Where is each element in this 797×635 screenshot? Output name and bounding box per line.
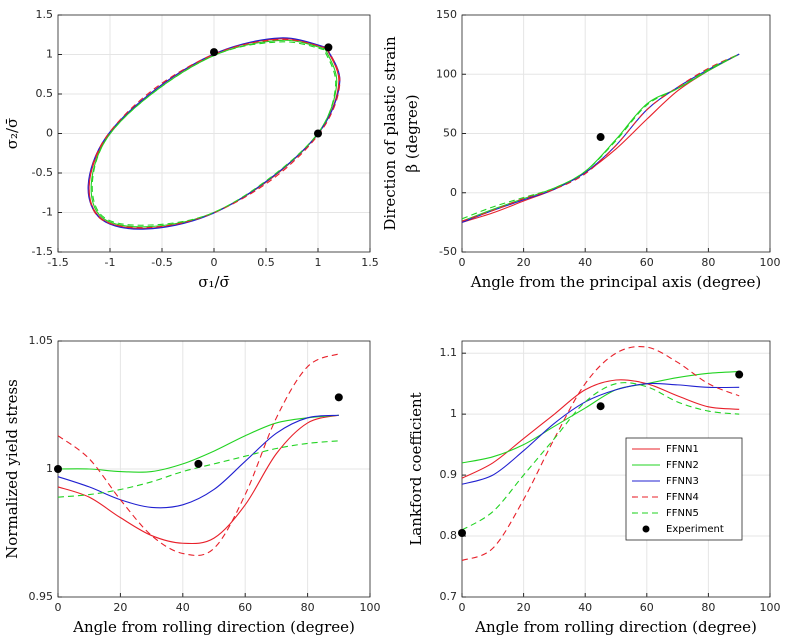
y-tick-label: 1.5	[36, 8, 54, 21]
y-tick-label: 1	[46, 48, 53, 61]
x-tick-label: 100	[360, 601, 381, 614]
legend-label: FFNN3	[666, 476, 699, 487]
x-tick-label: 0.5	[257, 256, 275, 269]
axes-box	[461, 14, 771, 253]
y-tick-label: 0	[46, 127, 53, 140]
y-tick-label: 0.8	[440, 529, 458, 542]
data-point	[314, 129, 322, 138]
x-tick-label: 60	[640, 256, 654, 269]
x-tick-label: 100	[760, 601, 781, 614]
x-axis-label: Angle from rolling direction (degree)	[474, 618, 757, 635]
x-tick-label: -1.5	[47, 256, 68, 269]
y-tick-label: 0.95	[29, 590, 54, 603]
legend-label: Experiment	[666, 524, 724, 535]
x-tick-label: 0	[459, 601, 466, 614]
x-tick-label: 40	[578, 601, 592, 614]
data-point	[596, 402, 605, 411]
x-tick-label: 100	[760, 256, 781, 269]
data-point	[596, 133, 605, 142]
x-tick-label: 0	[55, 601, 62, 614]
x-tick-label: 80	[701, 256, 715, 269]
x-tick-label: 60	[238, 601, 252, 614]
x-tick-label: -1	[105, 256, 116, 269]
x-tick-label: 20	[517, 256, 531, 269]
y-tick-label: -50	[439, 245, 457, 258]
y-tick-label: 1	[450, 407, 457, 420]
y-axis-label: β (degree)	[403, 94, 421, 172]
y-tick-label: 0.7	[440, 590, 458, 603]
x-axis-label: σ₁/σ̄	[198, 273, 230, 291]
y-tick-label: 100	[436, 67, 457, 80]
series-line	[461, 53, 740, 222]
x-tick-label: 0	[459, 256, 466, 269]
x-tick-label: 40	[176, 601, 190, 614]
series-line	[461, 382, 740, 485]
y-axis-label: Normalized yield stress	[3, 379, 21, 559]
data-point	[735, 370, 744, 379]
data-point	[210, 48, 218, 57]
y-tick-label: 1	[46, 462, 53, 475]
series-line	[461, 53, 740, 220]
y-tick-label: 1.1	[440, 346, 458, 359]
x-tick-label: 0	[211, 256, 218, 269]
y-tick-label: 0	[450, 186, 457, 199]
y-axis-label: Lankford coefficient	[407, 392, 425, 545]
x-tick-label: 80	[301, 601, 315, 614]
legend-label: FFNN5	[666, 508, 699, 519]
series-line	[57, 414, 339, 473]
y-tick-label: 0.9	[440, 468, 458, 481]
series-line	[88, 38, 341, 229]
x-tick-label: 60	[640, 601, 654, 614]
y-axis-label: Direction of plastic strain	[381, 36, 399, 231]
legend-marker	[642, 525, 650, 533]
legend-label: FFNN2	[666, 460, 699, 471]
x-axis-label: Angle from rolling direction (degree)	[72, 618, 355, 635]
data-point	[194, 459, 203, 468]
x-tick-label: -0.5	[151, 256, 172, 269]
data-point	[54, 465, 62, 473]
series-line	[57, 414, 339, 509]
y-tick-label: -0.5	[32, 166, 53, 179]
series-line	[461, 345, 740, 561]
legend-label: FFNN1	[666, 444, 699, 455]
x-axis-label: Angle from the principal axis (degree)	[470, 273, 762, 291]
data-point	[458, 529, 466, 537]
legend-label: FFNN4	[666, 492, 699, 503]
y-tick-label: -1.5	[32, 245, 53, 258]
axes-box	[461, 340, 771, 598]
y-tick-label: -1	[42, 206, 53, 219]
x-tick-label: 80	[701, 601, 715, 614]
axes-box	[57, 14, 371, 253]
x-tick-label: 1	[315, 256, 322, 269]
series-line	[461, 370, 740, 464]
y-tick-label: 150	[436, 8, 457, 21]
y-tick-label: 0.5	[36, 87, 54, 100]
y-tick-label: 1.05	[29, 334, 54, 347]
series-line	[57, 414, 339, 545]
series-line	[57, 353, 340, 556]
legend-box	[625, 437, 743, 541]
data-point	[324, 43, 333, 52]
x-tick-label: 20	[517, 601, 531, 614]
y-tick-label: 50	[443, 127, 457, 140]
x-tick-label: 20	[113, 601, 127, 614]
x-tick-label: 1.5	[361, 256, 379, 269]
data-point	[334, 393, 343, 402]
x-tick-label: 40	[578, 256, 592, 269]
y-axis-label: σ₂/σ̄	[3, 118, 21, 150]
